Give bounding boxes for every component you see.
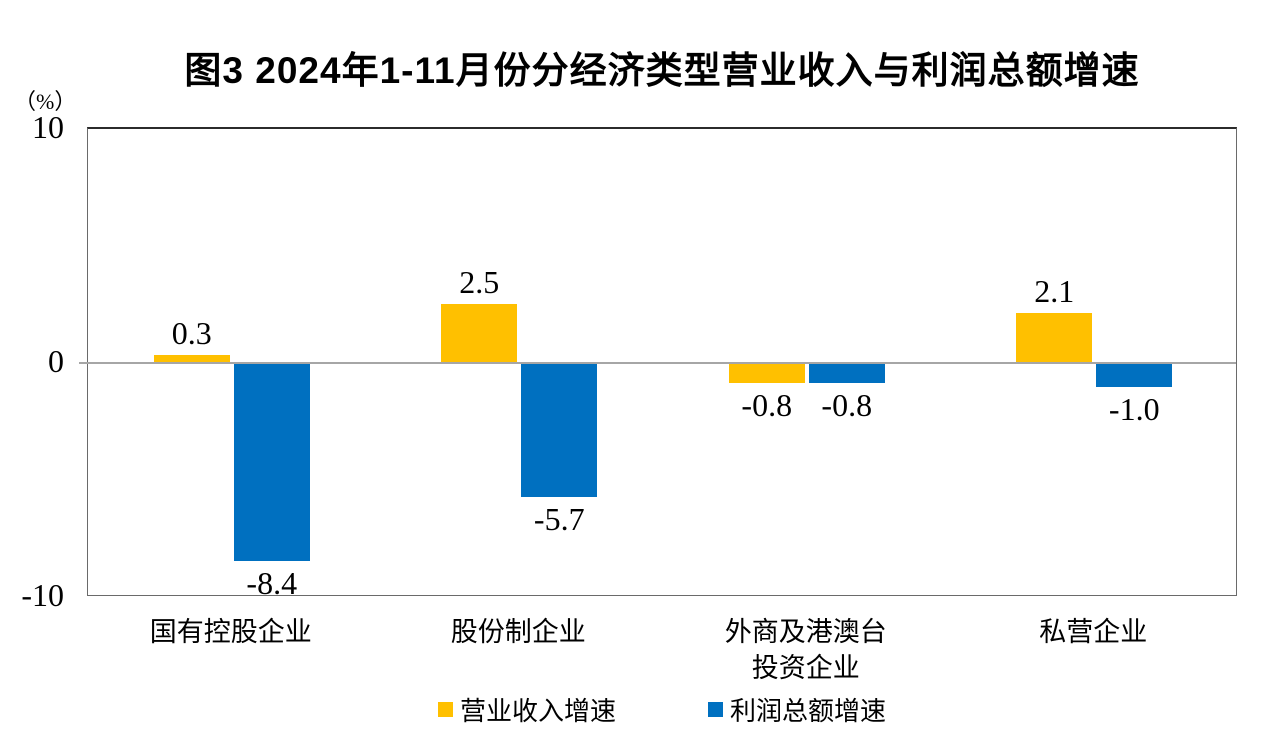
y-axis-unit-label: （%） <box>14 89 77 114</box>
bar-value-label: 2.1 <box>1034 272 1075 309</box>
zero-axis-line <box>79 362 1236 364</box>
legend-swatch-revenue-icon <box>437 702 453 717</box>
bar-value-label: -1.0 <box>1108 391 1160 428</box>
bar-value-label: -5.7 <box>533 501 585 538</box>
legend: 营业收入增速 利润总额增速 <box>87 691 1237 728</box>
revenue-bar <box>441 303 518 362</box>
x-category-label: 股份制企业 <box>450 617 586 647</box>
y-tick-label: 0 <box>48 343 64 379</box>
y-tick-label: 10 <box>32 109 64 145</box>
revenue-bar <box>153 354 230 362</box>
bar-value-label: 2.5 <box>459 263 500 300</box>
legend-item-profit: 利润总额增速 <box>708 691 886 728</box>
revenue-bar <box>1016 312 1093 362</box>
legend-swatch-profit-icon <box>708 702 723 717</box>
plot-area: 0.3 -8.4 2.5 -5.7 -0.8 -0.8 2.1 -1.0 <box>79 127 1237 601</box>
profit-bar <box>1096 364 1173 388</box>
bar-value-label: -8.4 <box>246 564 298 601</box>
legend-label-revenue: 营业收入增速 <box>459 697 616 726</box>
x-category-label: 国有控股企业 <box>149 617 312 647</box>
profit-bar <box>521 364 598 498</box>
profit-bar <box>808 364 885 383</box>
bar-value-label: -0.8 <box>741 386 793 423</box>
bar-value-label: -0.8 <box>821 386 873 423</box>
revenue-bar <box>728 364 805 383</box>
legend-label-profit: 利润总额增速 <box>730 697 887 726</box>
x-category-label: 外商及港澳台 投资企业 <box>724 617 887 684</box>
profit-bar <box>233 364 310 561</box>
x-category-label: 私营企业 <box>1039 617 1148 647</box>
bar-value-label: 0.3 <box>171 314 212 351</box>
chart-title: 图3 2024年1-11月份分经济类型营业收入与利润总额增速 <box>184 50 1140 91</box>
y-tick-label: -10 <box>21 577 64 613</box>
legend-item-revenue: 营业收入增速 <box>437 691 616 728</box>
